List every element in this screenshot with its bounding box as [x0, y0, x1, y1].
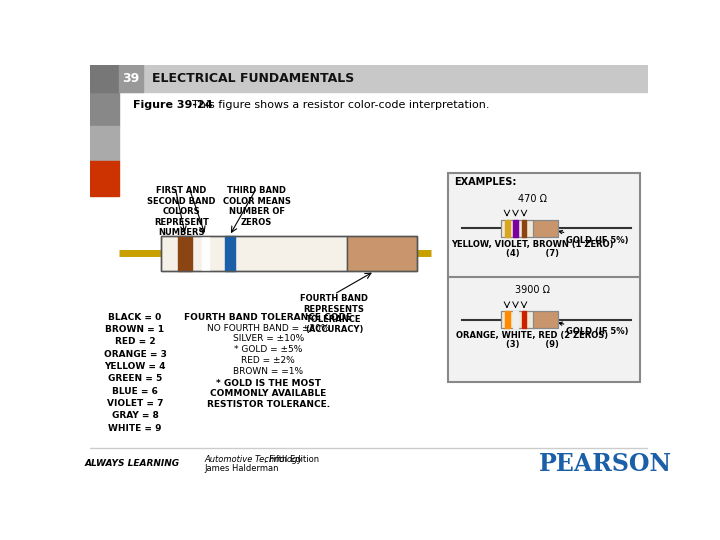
- Text: BLUE = 6: BLUE = 6: [112, 387, 158, 396]
- Text: ORANGE = 3: ORANGE = 3: [104, 350, 166, 359]
- Bar: [120, 65, 143, 92]
- Text: VIOLET = 7: VIOLET = 7: [107, 399, 163, 408]
- Bar: [500, 220, 534, 237]
- Bar: [534, 220, 558, 237]
- Bar: [202, 236, 210, 271]
- Text: ORANGE, WHITE, RED (2 ZEROS): ORANGE, WHITE, RED (2 ZEROS): [456, 331, 608, 340]
- Bar: [90, 65, 648, 92]
- Bar: [90, 65, 120, 92]
- Text: BROWN = 1: BROWN = 1: [105, 325, 164, 334]
- Bar: [505, 311, 510, 328]
- Text: James Halderman: James Halderman: [204, 464, 279, 473]
- Bar: [90, 161, 120, 195]
- Bar: [179, 236, 192, 271]
- Text: YELLOW = 4: YELLOW = 4: [104, 362, 166, 371]
- Bar: [500, 311, 558, 328]
- Text: Figure 39-24: Figure 39-24: [132, 100, 212, 110]
- Text: 470 Ω: 470 Ω: [518, 194, 547, 204]
- Text: RED = ±2%: RED = ±2%: [241, 356, 295, 365]
- Text: BROWN = =1%: BROWN = =1%: [233, 367, 303, 376]
- Text: (4)         (7): (4) (7): [506, 249, 559, 258]
- Text: FIRST AND
SECOND BAND
COLORS
REPRESENT
NUMBERS: FIRST AND SECOND BAND COLORS REPRESENT N…: [147, 186, 216, 237]
- Bar: [448, 173, 640, 382]
- Text: * GOLD = ±5%: * GOLD = ±5%: [234, 345, 302, 354]
- Bar: [347, 236, 417, 271]
- Bar: [161, 236, 417, 271]
- Bar: [500, 311, 534, 328]
- Text: YELLOW, VIOLET, BROWN (1 ZERO): YELLOW, VIOLET, BROWN (1 ZERO): [451, 240, 613, 248]
- Bar: [513, 311, 518, 328]
- Text: NO FOURTH BAND = ±20%: NO FOURTH BAND = ±20%: [207, 323, 330, 333]
- Text: (3)         (9): (3) (9): [506, 340, 559, 349]
- Text: RED = 2: RED = 2: [114, 338, 156, 346]
- Text: PEARSON: PEARSON: [539, 451, 672, 476]
- Text: * GOLD IS THE MOST
COMMONLY AVAILABLE
RESTISTOR TOLERANCE.: * GOLD IS THE MOST COMMONLY AVAILABLE RE…: [207, 379, 330, 409]
- Bar: [513, 220, 518, 237]
- Text: GOLD (IF 5%): GOLD (IF 5%): [559, 322, 629, 336]
- Text: FOURTH BAND TOLERANCE CODE: FOURTH BAND TOLERANCE CODE: [184, 313, 352, 322]
- Text: ALWAYS LEARNING: ALWAYS LEARNING: [85, 459, 180, 468]
- Bar: [90, 92, 120, 126]
- Text: GOLD (IF 5%): GOLD (IF 5%): [559, 231, 629, 245]
- Text: Automotive Technology: Automotive Technology: [204, 455, 303, 463]
- Bar: [522, 311, 526, 328]
- Bar: [522, 220, 526, 237]
- Text: EXAMPLES:: EXAMPLES:: [454, 177, 517, 187]
- Text: This figure shows a resistor color-code interpretation.: This figure shows a resistor color-code …: [192, 100, 490, 110]
- Bar: [500, 220, 558, 237]
- Text: SILVER = ±10%: SILVER = ±10%: [233, 334, 304, 343]
- Bar: [90, 126, 120, 161]
- Text: WHITE = 9: WHITE = 9: [108, 423, 162, 433]
- Text: FOURTH BAND
REPRESENTS
TOLERANCE
(ACCURACY): FOURTH BAND REPRESENTS TOLERANCE (ACCURA…: [300, 294, 368, 334]
- Text: 39: 39: [122, 72, 140, 85]
- Bar: [225, 236, 235, 271]
- Text: BLACK = 0: BLACK = 0: [108, 313, 161, 322]
- Text: GRAY = 8: GRAY = 8: [112, 411, 158, 420]
- Bar: [534, 311, 558, 328]
- Bar: [505, 220, 510, 237]
- Text: ELECTRICAL FUNDAMENTALS: ELECTRICAL FUNDAMENTALS: [152, 72, 354, 85]
- Text: 3900 Ω: 3900 Ω: [515, 285, 550, 295]
- Bar: [161, 236, 347, 271]
- Text: GREEN = 5: GREEN = 5: [108, 374, 162, 383]
- Text: , Fifth Edition: , Fifth Edition: [264, 455, 319, 463]
- Text: THIRD BAND
COLOR MEANS
NUMBER OF
ZEROS: THIRD BAND COLOR MEANS NUMBER OF ZEROS: [222, 186, 291, 227]
